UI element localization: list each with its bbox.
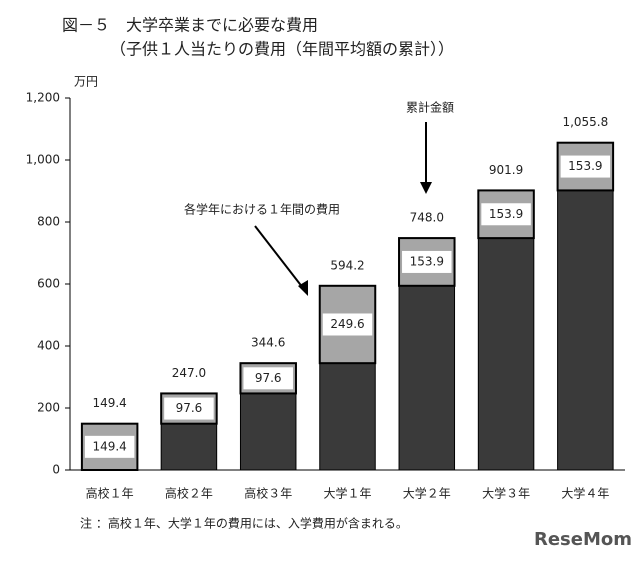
bar-segment — [160, 423, 218, 471]
total-label: 594.2 — [330, 258, 364, 272]
total-label: 149.4 — [92, 396, 126, 410]
arrow-head — [420, 182, 432, 194]
arrow-head — [298, 280, 308, 296]
chart-title: 図－５ 大学卒業までに必要な費用 — [62, 16, 318, 35]
label-box — [402, 250, 452, 273]
y-tick-label: 1,200 — [26, 91, 60, 105]
total-label: 748.0 — [410, 211, 444, 225]
x-tick-label: 高校３年 — [244, 486, 292, 501]
chart-subtitle: （子供１人当たりの費用（年間平均額の累計）） — [110, 40, 454, 59]
label-box — [322, 313, 373, 336]
y-tick-label: 200 — [37, 401, 60, 415]
y-unit: 万円 — [74, 75, 98, 89]
x-tick-label: 大学３年 — [482, 486, 530, 501]
y-tick-label: 0 — [52, 463, 60, 477]
x-tick-label: 大学２年 — [403, 486, 451, 501]
value-label: 97.6 — [176, 401, 203, 415]
y-tick-label: 800 — [37, 215, 60, 229]
label-box — [243, 367, 293, 390]
x-tick-label: 大学４年 — [561, 486, 609, 501]
total-label: 901.9 — [489, 163, 523, 177]
watermark: ReseMom — [534, 529, 632, 550]
label-box — [164, 397, 214, 420]
y-tick-label: 1,000 — [26, 153, 60, 167]
total-label: 344.6 — [251, 336, 285, 350]
annotation: 各学年における１年間の費用 — [184, 202, 340, 217]
x-tick-label: 高校１年 — [86, 486, 134, 501]
value-label: 153.9 — [568, 159, 602, 173]
bar-segment — [239, 392, 297, 471]
bar-segment — [477, 237, 535, 471]
label-box — [84, 435, 135, 458]
total-label: 1,055.8 — [562, 115, 608, 129]
annotation: 累計金額 — [406, 100, 454, 115]
note: 注 ：高校１年、大学１年の費用には、入学費用が含まれる。 — [80, 516, 408, 531]
arrow — [254, 225, 304, 289]
value-label: 249.6 — [330, 317, 364, 331]
label-box — [481, 203, 531, 226]
value-label: 153.9 — [489, 207, 523, 221]
value-label: 97.6 — [255, 371, 282, 385]
value-label: 153.9 — [410, 254, 444, 268]
x-tick-label: 高校２年 — [165, 486, 213, 501]
bar-segment — [398, 285, 456, 471]
bar-segment — [557, 189, 614, 471]
label-box — [560, 155, 611, 178]
y-tick-label: 600 — [37, 277, 60, 291]
value-label: 149.4 — [92, 439, 126, 453]
y-tick-label: 400 — [37, 339, 60, 353]
bar-segment — [319, 362, 376, 471]
x-tick-label: 大学１年 — [323, 486, 371, 501]
total-label: 247.0 — [172, 366, 206, 380]
